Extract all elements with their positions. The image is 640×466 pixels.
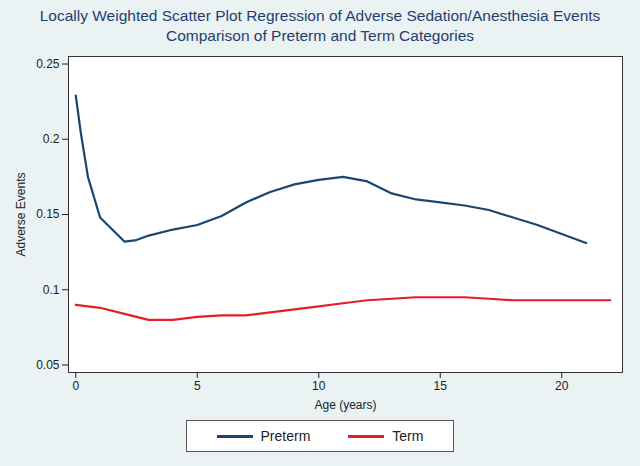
html-text:Locally Weighted Scatter Plot: Locally Weighted Scatter Plot Regression… [39, 7, 601, 24]
svg-text:Age (years): Age (years) [314, 398, 376, 412]
svg-text:0: 0 [72, 379, 79, 393]
svg-text:5: 5 [194, 379, 201, 393]
svg-text:0.25: 0.25 [36, 57, 60, 71]
html-text:Term: Term [392, 428, 424, 444]
svg-text:10: 10 [312, 379, 326, 393]
svg-text:15: 15 [434, 379, 448, 393]
svg-text:0.2: 0.2 [43, 132, 60, 146]
svg-text:20: 20 [555, 379, 569, 393]
html-text:Preterm: Preterm [260, 428, 311, 444]
svg-text:0.05: 0.05 [36, 358, 60, 372]
svg-text:Adverse Events: Adverse Events [14, 172, 28, 256]
svg-text:0.1: 0.1 [43, 283, 60, 297]
html-text:Comparison of Preterm and Term: Comparison of Preterm and Term Categorie… [165, 27, 475, 44]
svg-text:0.15: 0.15 [36, 207, 60, 221]
